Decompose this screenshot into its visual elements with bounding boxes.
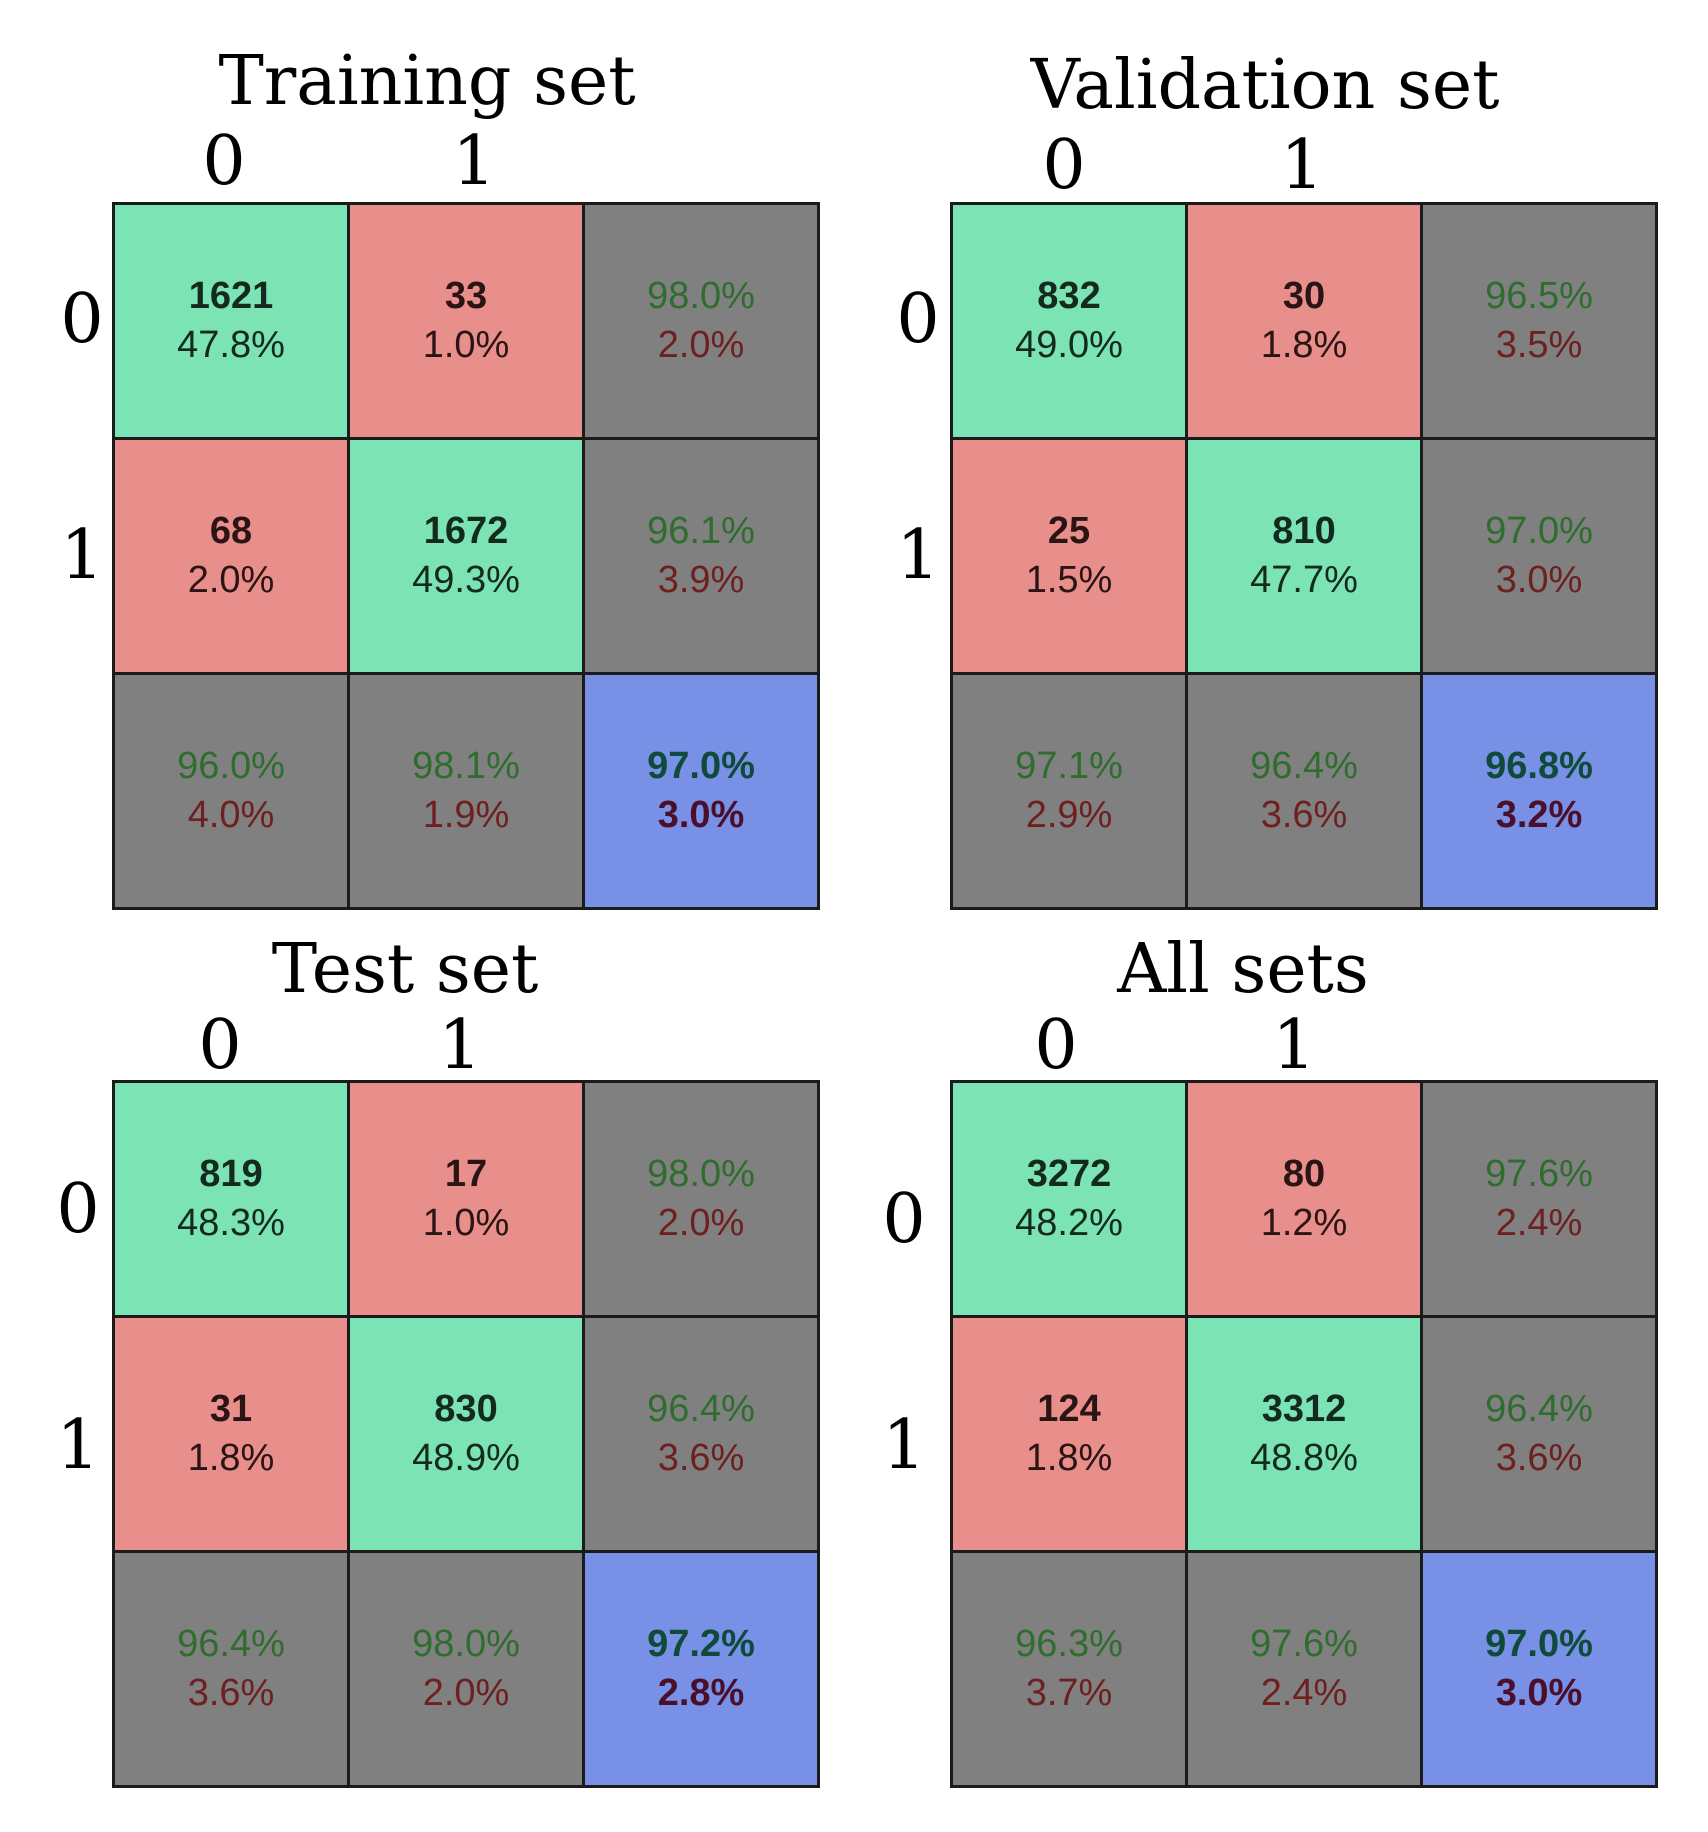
cell-r1-c2: 97.0% 3.0%: [1423, 440, 1655, 672]
row-label-0: 0: [882, 1180, 926, 1259]
matrix-grid: 3272 48.2% 80 1.2% 97.6% 2.4% 124 1.8% 3312 4…: [950, 1080, 1658, 1788]
cell-r0-c0: 819 48.3%: [115, 1083, 347, 1315]
col-label-0: 0: [1042, 126, 1086, 205]
cell-r1-c1: 1672 49.3%: [350, 440, 582, 672]
cell-r1-c1: 810 47.7%: [1188, 440, 1420, 672]
cell-r0-c2: 98.0% 2.0%: [585, 205, 817, 437]
row-label-1: 1: [896, 516, 940, 595]
cell-r2-c0: 96.3% 3.7%: [953, 1553, 1185, 1785]
panel-title: Training set: [218, 42, 636, 121]
cell-r2-c2: 97.2% 2.8%: [585, 1553, 817, 1785]
cell-r2-c0: 96.4% 3.6%: [115, 1553, 347, 1785]
cell-r0-c1: 80 1.2%: [1188, 1083, 1420, 1315]
cell-r2-c1: 96.4% 3.6%: [1188, 675, 1420, 907]
cell-r0-c0: 3272 48.2%: [953, 1083, 1185, 1315]
confusion-matrix-test: Test set 0 1 0 1 819 48.3% 17 1.0% 98.0% 2.…: [0, 880, 854, 1796]
cell-r2-c2: 96.8% 3.2%: [1423, 675, 1655, 907]
row-label-1: 1: [882, 1406, 926, 1485]
cell-r1-c2: 96.1% 3.9%: [585, 440, 817, 672]
panel-title: All sets: [1117, 930, 1369, 1009]
cell-r1-c2: 96.4% 3.6%: [585, 1318, 817, 1550]
cell-r1-c0: 25 1.5%: [953, 440, 1185, 672]
col-label-1: 1: [452, 122, 496, 201]
matrix-grid: 832 49.0% 30 1.8% 96.5% 3.5% 25 1.5% 810 47.7…: [950, 202, 1658, 910]
cell-r0-c1: 33 1.0%: [350, 205, 582, 437]
col-label-0: 0: [198, 1006, 242, 1085]
col-label-1: 1: [1280, 126, 1324, 205]
confusion-matrix-validation: Validation set 0 1 0 1 832 49.0% 30 1.8% 9…: [838, 0, 1692, 916]
row-label-1: 1: [60, 516, 104, 595]
col-label-1: 1: [1272, 1006, 1316, 1085]
cell-r0-c2: 96.5% 3.5%: [1423, 205, 1655, 437]
col-label-0: 0: [1034, 1006, 1078, 1085]
cell-r0-c1: 30 1.8%: [1188, 205, 1420, 437]
cell-r2-c0: 97.1% 2.9%: [953, 675, 1185, 907]
cell-r1-c0: 31 1.8%: [115, 1318, 347, 1550]
cell-r2-c1: 98.0% 2.0%: [350, 1553, 582, 1785]
panel-title: Validation set: [1030, 46, 1500, 125]
cell-r2-c2: 97.0% 3.0%: [1423, 1553, 1655, 1785]
cell-r0-c0: 1621 47.8%: [115, 205, 347, 437]
cell-r0-c2: 97.6% 2.4%: [1423, 1083, 1655, 1315]
cell-r2-c2: 97.0% 3.0%: [585, 675, 817, 907]
matrix-grid: 1621 47.8% 33 1.0% 98.0% 2.0% 68 2.0% 1672 49…: [112, 202, 820, 910]
cell-r1-c0: 68 2.0%: [115, 440, 347, 672]
cell-r2-c1: 97.6% 2.4%: [1188, 1553, 1420, 1785]
confusion-matrix-training: Training set 0 1 0 1 1621 47.8% 33 1.0% 98…: [0, 0, 854, 916]
cell-r1-c1: 3312 48.8%: [1188, 1318, 1420, 1550]
matrix-grid: 819 48.3% 17 1.0% 98.0% 2.0% 31 1.8% 830 48.9…: [112, 1080, 820, 1788]
row-label-1: 1: [56, 1406, 100, 1485]
cell-r0-c2: 98.0% 2.0%: [585, 1083, 817, 1315]
col-label-0: 0: [202, 122, 246, 201]
confusion-matrix-all: All sets 0 1 0 1 3272 48.2% 80 1.2% 97.6% 2…: [838, 880, 1692, 1796]
cell-r2-c1: 98.1% 1.9%: [350, 675, 582, 907]
col-label-1: 1: [438, 1006, 482, 1085]
panel-title: Test set: [271, 930, 539, 1009]
cell-r0-c1: 17 1.0%: [350, 1083, 582, 1315]
cell-r2-c0: 96.0% 4.0%: [115, 675, 347, 907]
row-label-0: 0: [56, 1170, 100, 1249]
cell-r1-c1: 830 48.9%: [350, 1318, 582, 1550]
row-label-0: 0: [60, 280, 104, 359]
cell-r1-c2: 96.4% 3.6%: [1423, 1318, 1655, 1550]
cell-r1-c0: 124 1.8%: [953, 1318, 1185, 1550]
row-label-0: 0: [896, 280, 940, 359]
cell-r0-c0: 832 49.0%: [953, 205, 1185, 437]
